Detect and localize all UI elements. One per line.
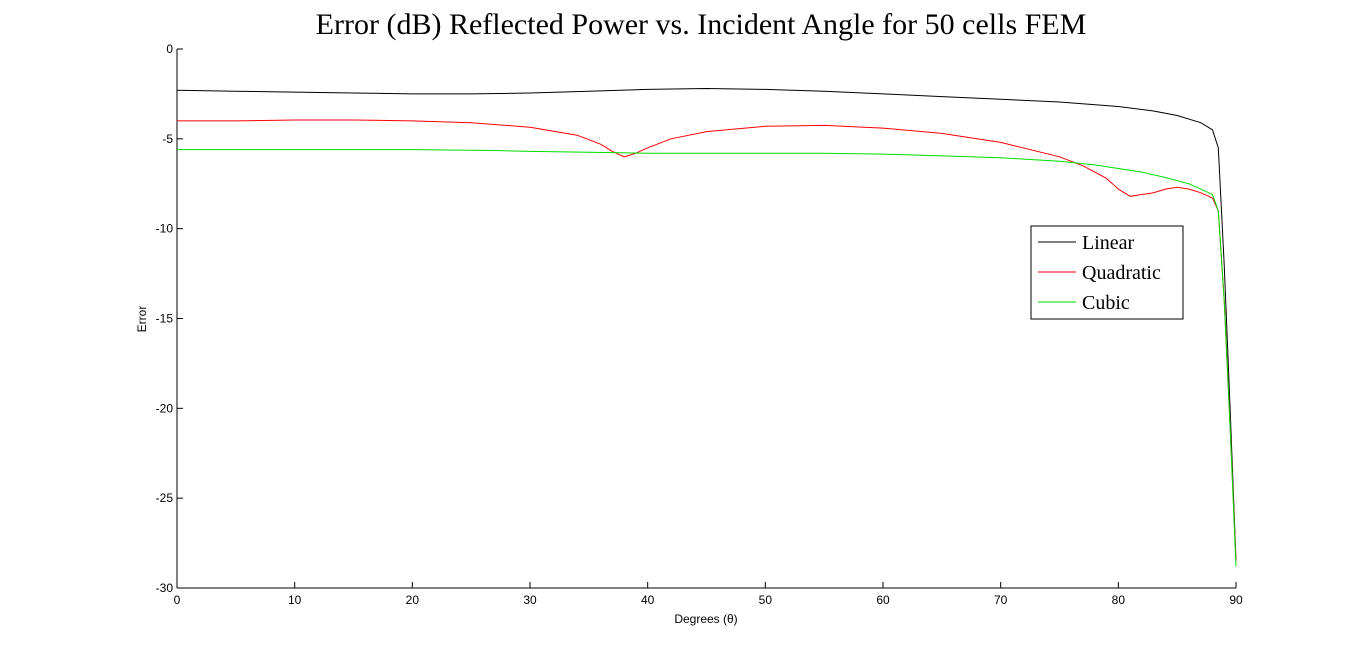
legend-label-quadratic: Quadratic [1082, 262, 1161, 284]
x-tick-label: 80 [1112, 593, 1126, 607]
x-tick-label: 30 [523, 593, 537, 607]
y-tick-label: -15 [156, 312, 174, 326]
axis-ticks: 0 10 20 30 40 50 60 70 80 90 0 -5 -10 -15 -20 -25 -30 [156, 42, 1243, 607]
x-tick-label: 70 [994, 593, 1008, 607]
x-tick-label: 0 [174, 593, 181, 607]
x-axis-label: Degrees (θ) [674, 612, 737, 626]
series-line-linear [176, 87, 1237, 562]
y-tick-label: -20 [156, 401, 174, 415]
x-tick-label: 60 [876, 593, 890, 607]
series-line-cubic [177, 149, 1237, 567]
y-tick-label: -10 [156, 222, 174, 236]
chart-title: Error (dB) Reflected Power vs. Incident … [316, 8, 1087, 41]
x-tick-label: 50 [759, 593, 773, 607]
series-line-quadratic [177, 119, 1237, 562]
y-tick-label: -25 [156, 491, 174, 505]
y-tick-label: 0 [166, 42, 173, 56]
plot-area: 0 10 20 30 40 50 60 70 80 90 0 -5 -10 -15 -20 -25 -30 [156, 42, 1243, 607]
y-tick-label: -5 [162, 132, 173, 146]
x-tick-label: 90 [1229, 593, 1243, 607]
legend-label-linear: Linear [1082, 232, 1135, 254]
x-tick-label: 10 [288, 593, 302, 607]
legend-label-cubic: Cubic [1082, 292, 1130, 314]
x-tick-label: 40 [641, 593, 655, 607]
y-tick-label: -30 [156, 581, 174, 595]
series-layer [176, 87, 1237, 567]
legend-items: Linear Quadratic Cubic [1038, 232, 1161, 314]
legend: Linear Quadratic Cubic [1030, 225, 1184, 320]
x-tick-label: 20 [406, 593, 420, 607]
y-axis-label: Error [135, 306, 149, 333]
